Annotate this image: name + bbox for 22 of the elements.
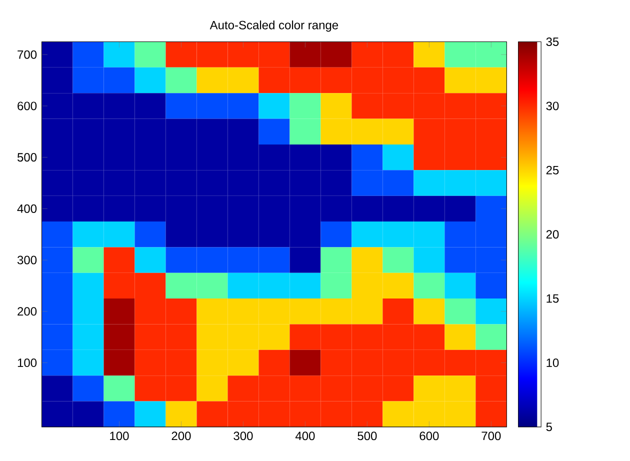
y-tick-label: 100 — [18, 358, 37, 367]
color-bar-label: 10 — [546, 358, 559, 367]
x-tick-label: 400 — [295, 432, 315, 440]
color-bar-label: 25 — [546, 166, 559, 174]
y-tick-label: 300 — [17, 256, 37, 264]
x-tick-label: 100 — [110, 432, 129, 440]
y-tick-label: 600 — [18, 102, 37, 110]
y-tick-label: 400 — [17, 204, 37, 213]
x-tick-label: 600 — [420, 432, 439, 440]
y-tick-label: 700 — [18, 50, 37, 59]
color-bar-label: 15 — [546, 294, 559, 303]
x-tick-label: 300 — [234, 432, 253, 440]
color-bar-label: 5 — [546, 422, 552, 432]
chart-title: Auto-Scaled color range — [210, 20, 338, 32]
x-tick-label: 200 — [172, 432, 191, 440]
color-bar-label: 30 — [546, 102, 559, 110]
color-bar-label: 35 — [546, 37, 559, 46]
x-tick-label: 500 — [358, 432, 377, 440]
color-bar-label: 20 — [546, 230, 559, 239]
y-tick-label: 200 — [18, 307, 37, 316]
x-tick-label: 700 — [482, 432, 501, 440]
y-tick-label: 500 — [17, 153, 37, 162]
